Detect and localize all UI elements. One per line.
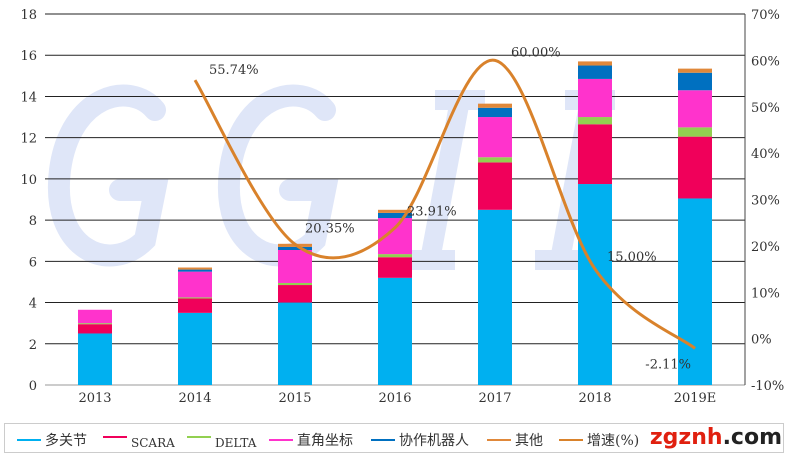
- legend: 多关节 SCARA DELTA 直角坐标 协作机器人 其他 增速(%): [4, 423, 784, 453]
- y-left-tick-label: 14: [20, 90, 37, 105]
- bar-协作机器人: [578, 65, 612, 79]
- legend-swatch: [103, 436, 127, 438]
- y-left-tick-label: 4: [29, 297, 37, 312]
- bar-其他: [678, 68, 712, 73]
- legend-label: DELTA: [215, 436, 257, 450]
- x-tick-label: 2013: [78, 391, 111, 406]
- legend-swatch: [269, 439, 293, 441]
- legend-item: SCARA: [103, 430, 175, 450]
- bar-DELTA: [78, 323, 112, 325]
- bar-DELTA: [378, 254, 412, 258]
- growth-data-label: 55.74%: [209, 63, 259, 78]
- bar-直角坐标: [678, 90, 712, 128]
- bar-多关节: [678, 198, 712, 385]
- bar-DELTA: [178, 297, 212, 299]
- legend-item: 增速(%): [559, 430, 639, 450]
- bar-DELTA: [278, 282, 312, 286]
- legend-item: 直角坐标: [269, 430, 353, 450]
- legend-swatch: [559, 439, 583, 441]
- growth-data-label: -2.11%: [645, 357, 691, 372]
- y-left-tick-label: 2: [29, 338, 37, 353]
- bar-直角坐标: [478, 117, 512, 158]
- ggii-watermark-letter-i: [405, 90, 485, 270]
- watermark-text: zgznh: [649, 425, 723, 450]
- bar-直角坐标: [78, 309, 112, 324]
- growth-data-label: 60.00%: [511, 45, 561, 60]
- legend-label: 直角坐标: [297, 433, 353, 449]
- legend-item: DELTA: [187, 430, 256, 450]
- bar-多关节: [178, 312, 212, 385]
- y-left-tick-label: 6: [29, 255, 37, 270]
- x-tick-label: 2015: [278, 391, 311, 406]
- y-right-tick-label: 30%: [751, 194, 780, 209]
- x-tick-label: 2019E: [674, 391, 717, 406]
- bar-多关节: [78, 333, 112, 385]
- bar-协作机器人: [678, 72, 712, 91]
- bar-协作机器人: [278, 246, 312, 250]
- bar-SCARA: [678, 136, 712, 199]
- growth-data-label: 15.00%: [607, 250, 657, 265]
- y-left-tick-label: 16: [20, 49, 37, 64]
- x-tick-label: 2017: [478, 391, 511, 406]
- y-left-tick-label: 10: [20, 173, 37, 188]
- y-right-tick-label: 40%: [751, 147, 780, 162]
- bar-SCARA: [278, 285, 312, 303]
- growth-data-label: 20.35%: [305, 221, 355, 236]
- bar-SCARA: [578, 124, 612, 185]
- growth-line: [193, 58, 696, 350]
- bar-SCARA: [478, 162, 512, 210]
- growth-data-label: 23.91%: [407, 205, 457, 220]
- bar-多关节: [478, 209, 512, 385]
- legend-swatch: [371, 439, 395, 441]
- y-left-tick-label: 12: [20, 132, 37, 147]
- bar-SCARA: [378, 257, 412, 278]
- chart-svg: 0 2 4 6 8 10 12 14 16 18 -10% 0% 10% 20% 30% 40% 50% 60% 7…: [20, 8, 784, 406]
- bar-其他: [578, 61, 612, 66]
- legend-label: 协作机器人: [399, 433, 469, 449]
- y-right-tick-label: 60%: [751, 54, 780, 69]
- legend-swatch: [17, 439, 41, 441]
- x-tick-label: 2018: [578, 391, 611, 406]
- bar-直角坐标: [278, 249, 312, 283]
- y-right-tick-label: 70%: [751, 8, 780, 23]
- legend-item: 多关节: [17, 430, 87, 450]
- y-left-tick-label: 18: [20, 8, 37, 23]
- x-tick-label: 2016: [378, 391, 411, 406]
- legend-swatch: [487, 439, 511, 441]
- legend-label: SCARA: [131, 436, 175, 450]
- ggii-watermark-letter-g: [47, 84, 169, 267]
- bar-直角坐标: [578, 78, 612, 118]
- bar-DELTA: [478, 157, 512, 163]
- bar-SCARA: [78, 324, 112, 334]
- bar-多关节: [378, 277, 412, 385]
- legend-label: 多关节: [45, 433, 87, 449]
- bar-多关节: [278, 302, 312, 385]
- legend-label: 其他: [515, 433, 543, 449]
- y-left-tick-label: 8: [29, 214, 37, 229]
- bar-其他: [178, 267, 212, 270]
- y-right-tick-label: 50%: [751, 101, 780, 116]
- bar-直角坐标: [178, 271, 212, 298]
- y-right-tick-label: 0%: [751, 333, 772, 348]
- bar-其他: [378, 209, 412, 213]
- bar-协作机器人: [378, 212, 412, 219]
- legend-item: 其他: [487, 430, 543, 450]
- bar-SCARA: [178, 298, 212, 313]
- legend-label: 增速(%): [587, 433, 640, 449]
- bar-其他: [478, 103, 512, 108]
- legend-swatch: [187, 436, 211, 438]
- bar-协作机器人: [478, 107, 512, 118]
- site-watermark: zgznh.com: [650, 425, 782, 450]
- y-right-tick-label: 20%: [751, 240, 780, 255]
- legend-item: 协作机器人: [371, 430, 469, 450]
- x-tick-label: 2014: [178, 391, 211, 406]
- bar-DELTA: [678, 127, 712, 137]
- bar-DELTA: [578, 117, 612, 125]
- y-right-tick-label: 10%: [751, 286, 780, 301]
- y-right-tick-label: -10%: [751, 379, 784, 394]
- bar-协作机器人: [178, 269, 212, 272]
- watermark-suffix: .com: [722, 425, 782, 450]
- y-left-tick-label: 0: [29, 379, 37, 394]
